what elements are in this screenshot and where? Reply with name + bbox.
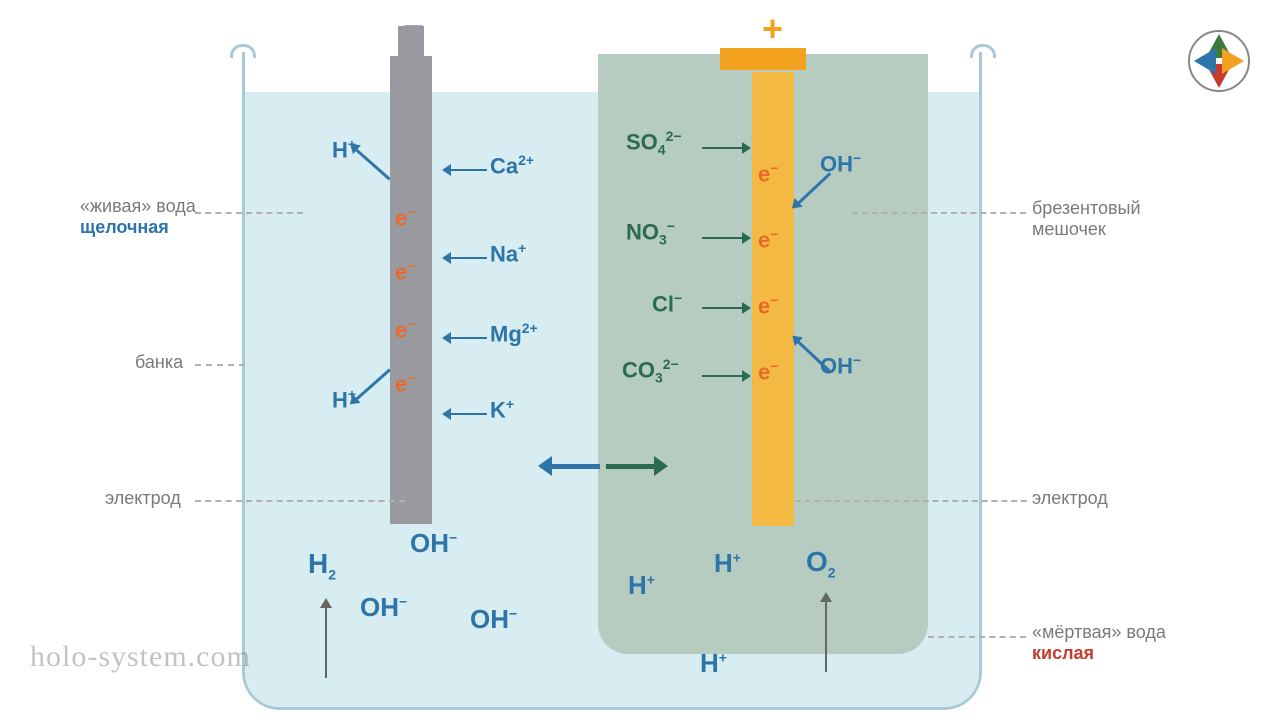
ion-label: e− [395,370,415,397]
callout-electrode-left [195,500,405,502]
callout-jar [195,364,245,366]
center-arrow-left [538,456,600,476]
jar-lip-left [230,44,256,58]
ion-label: NO3− [626,218,675,248]
ion-label: e− [395,316,415,343]
ion-label: H+ [628,570,655,601]
ion-label: Mg2+ [490,320,538,347]
ion-label: e− [758,226,778,253]
ion-label: O2 [806,546,836,581]
cathode-electrode-body [390,56,432,524]
label-acid: «мёртвая» вода кислая [1032,622,1166,664]
ion-label: Cl− [652,290,682,317]
arrow-left-icon [442,252,487,264]
ion-label: e− [758,160,778,187]
ion-label: SO42− [626,128,682,158]
arrow-up-icon [820,592,832,672]
label-bag: брезентовый мешочек [1032,198,1141,240]
watermark: holo-system.com [30,640,251,674]
label-acid-line2: кислая [1032,643,1166,664]
ion-label: e− [395,258,415,285]
ion-label: Na+ [490,240,526,267]
callout-electrode-right [795,500,1027,502]
ion-label: K+ [490,396,514,423]
ion-label: Ca2+ [490,152,534,179]
label-bag-line1: брезентовый [1032,198,1141,219]
ion-label: H+ [700,648,727,679]
arrow-up-icon [320,598,332,678]
ion-label: OH− [410,528,457,559]
ion-label: H+ [714,548,741,579]
callout-acid [928,636,1026,638]
arrow-right-icon [702,302,751,314]
label-alkaline-line1: «живая» вода [80,196,196,217]
label-alkaline: «живая» вода щелочная [80,196,196,238]
arrow-right-icon [702,370,751,382]
ion-label: H2 [308,548,336,583]
label-bag-line2: мешочек [1032,219,1141,240]
plus-sign: + [762,8,783,50]
callout-bag [852,212,1026,214]
label-alkaline-line2: щелочная [80,217,196,238]
arrow-left-icon [442,332,487,344]
anode-electrode-top [720,48,806,70]
ion-label: e− [758,358,778,385]
ion-label: e− [758,292,778,319]
arrow-right-icon [702,232,751,244]
ion-label: e− [395,204,415,231]
ion-label: OH− [360,592,407,623]
minus-sign: − [403,6,424,48]
label-electrode-right: электрод [1032,488,1108,509]
jar-lip-right [970,44,996,58]
ion-label: OH− [470,604,517,635]
label-acid-line1: «мёртвая» вода [1032,622,1166,643]
logo-icon [1188,30,1250,92]
arrow-left-icon [442,164,487,176]
ion-label: CO32− [622,356,679,386]
label-jar: банка [135,352,183,373]
callout-alkaline [195,212,303,214]
center-arrow-right [606,456,668,476]
label-electrode-left: электрод [105,488,181,509]
arrow-right-icon [702,142,751,154]
arrow-left-icon [442,408,487,420]
